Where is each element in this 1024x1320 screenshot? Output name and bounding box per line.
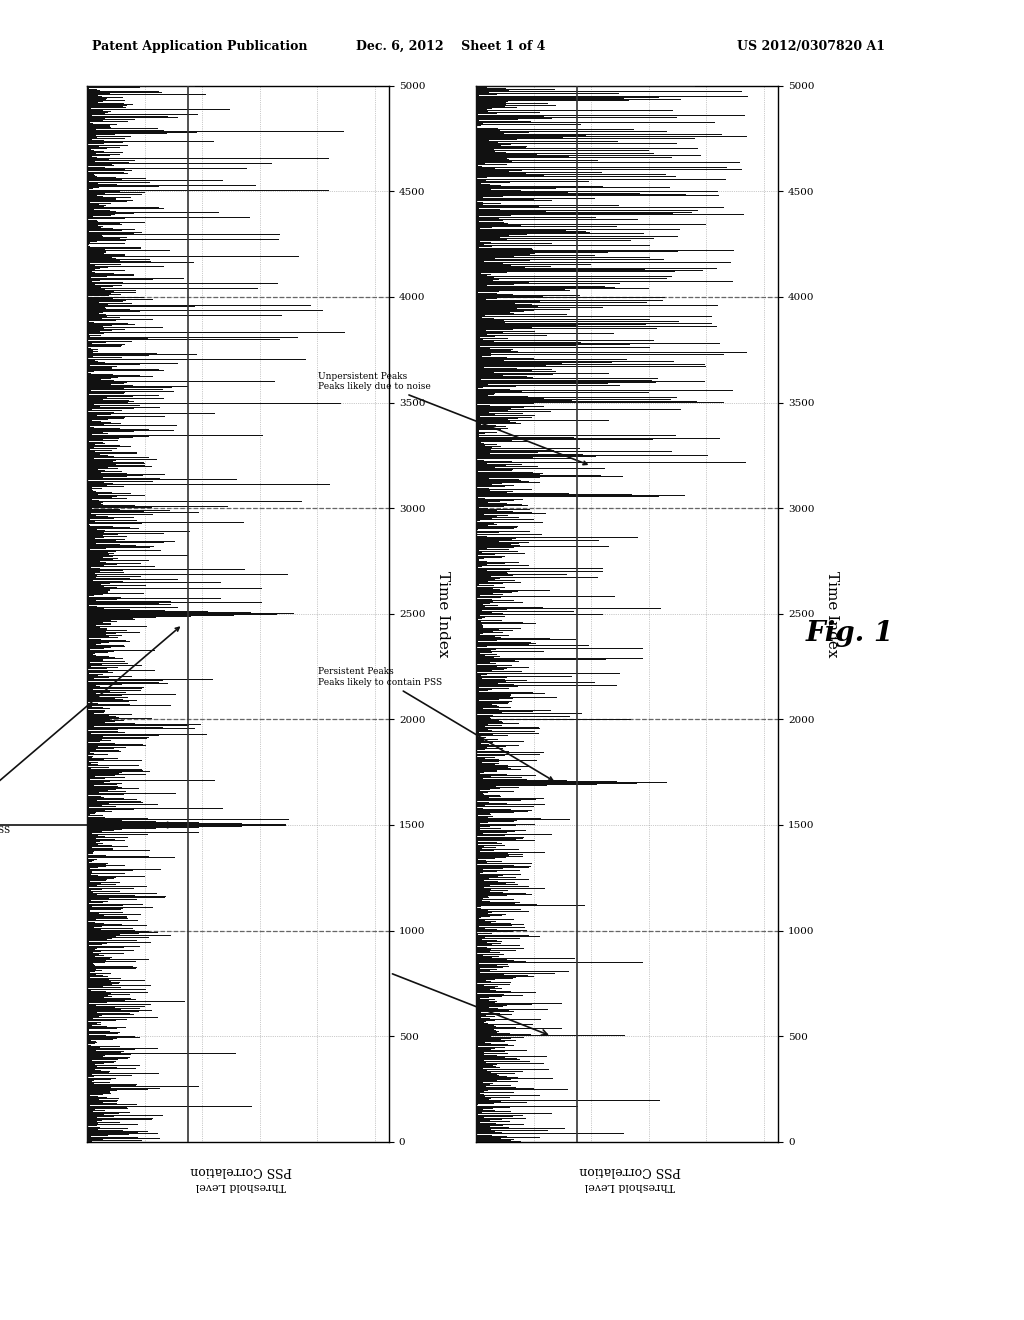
Text: Dec. 6, 2012    Sheet 1 of 4: Dec. 6, 2012 Sheet 1 of 4 (356, 40, 545, 53)
Text: Persistent Peaks
Peaks likely to contain PSS: Persistent Peaks Peaks likely to contain… (317, 668, 553, 780)
Text: PSS Correlation: PSS Correlation (579, 1164, 681, 1177)
Y-axis label: Time Index: Time Index (436, 570, 451, 657)
Text: Patent Application Publication: Patent Application Publication (92, 40, 307, 53)
Text: Unpersistent Peaks
Peaks likely due to noise: Unpersistent Peaks Peaks likely due to n… (317, 372, 587, 465)
Text: US 2012/0307820 A1: US 2012/0307820 A1 (737, 40, 886, 53)
Text: Threshold Level: Threshold Level (585, 1181, 675, 1192)
Text: Persistent Peaks
Peaks likely to contain PSS: Persistent Peaks Peaks likely to contain… (0, 627, 179, 834)
Text: Threshold Level: Threshold Level (196, 1181, 286, 1192)
Text: PSS Correlation: PSS Correlation (189, 1164, 292, 1177)
Y-axis label: Time Index: Time Index (825, 570, 840, 657)
Text: Fig. 1: Fig. 1 (806, 620, 894, 647)
